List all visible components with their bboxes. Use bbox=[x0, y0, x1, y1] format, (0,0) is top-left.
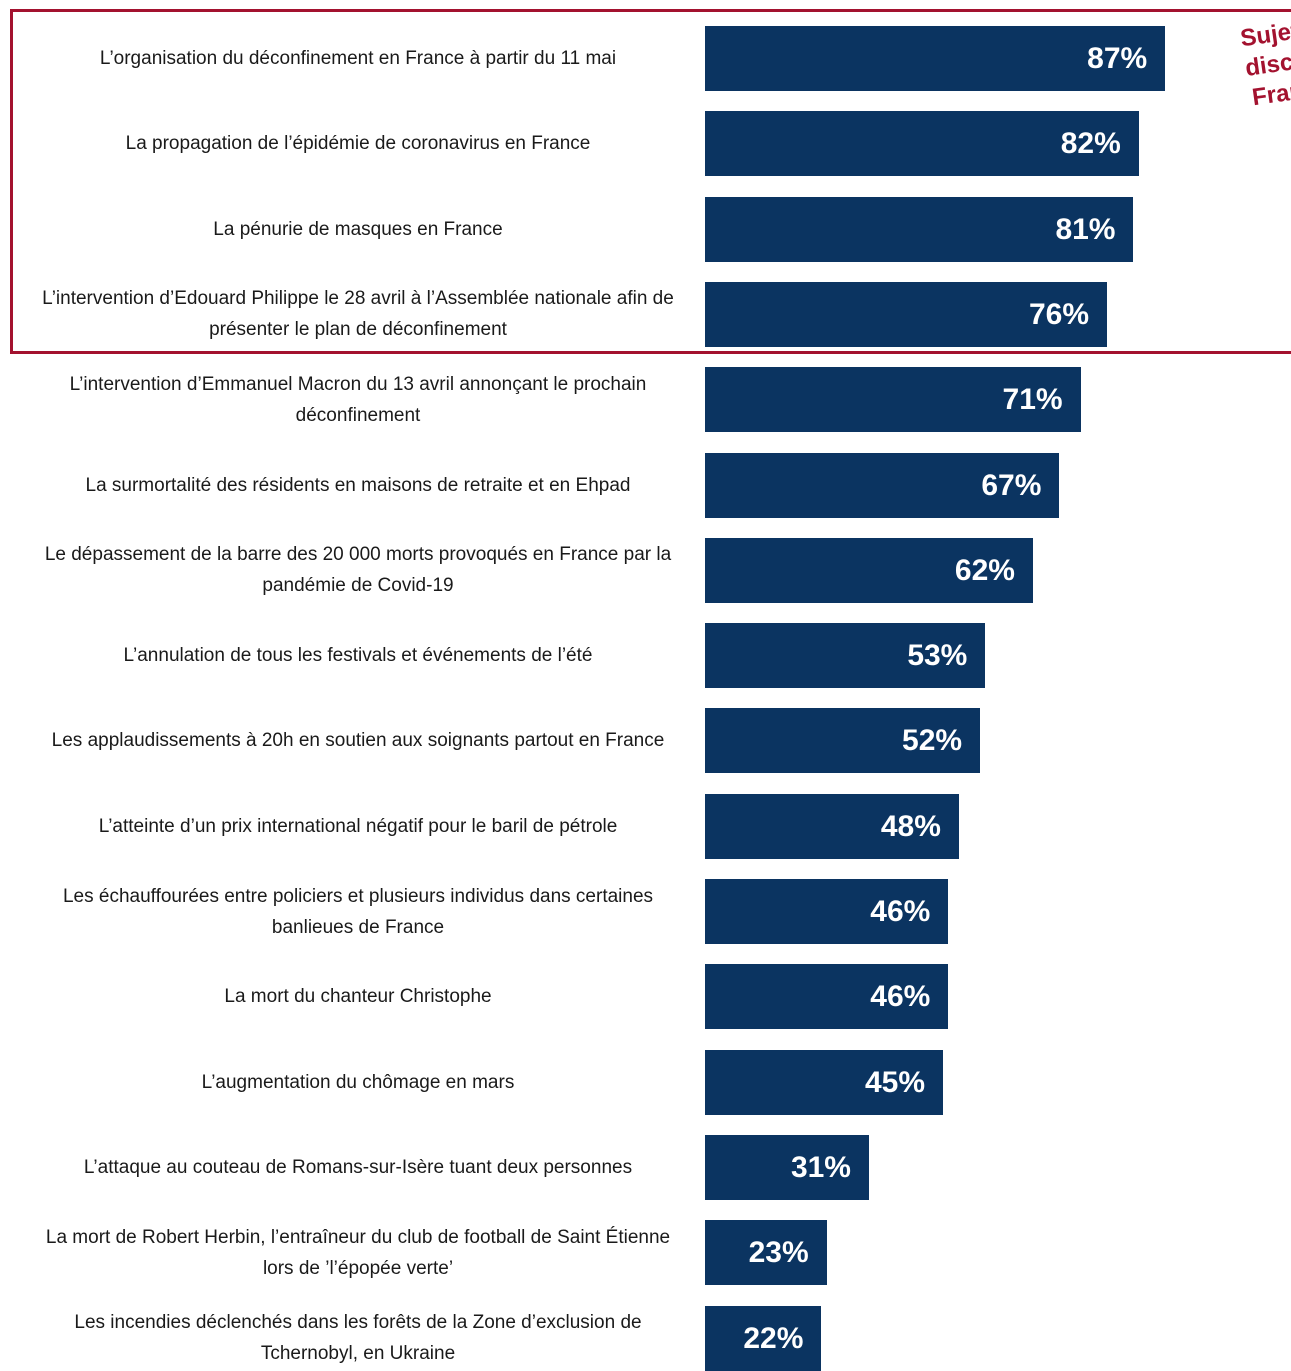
highlight-annotation: Sujets discut Franç bbox=[1238, 15, 1291, 112]
category-label: L’intervention d’Emmanuel Macron du 13 a… bbox=[69, 373, 647, 426]
category-label: L’annulation de tous les festivals et év… bbox=[123, 645, 593, 667]
category-label: La propagation de l’épidémie de coronavi… bbox=[125, 133, 591, 155]
bar bbox=[705, 452, 1060, 518]
category-label: L’atteinte d’un prix international négat… bbox=[98, 815, 618, 837]
bar-value-label: 82% bbox=[1060, 127, 1121, 161]
bar-value-label: 23% bbox=[748, 1236, 809, 1270]
category-label: L’organisation du déconfinement en Franc… bbox=[99, 48, 617, 69]
category-label: L’augmentation du chômage en mars bbox=[201, 1071, 515, 1093]
category-label: La mort du chanteur Christophe bbox=[224, 986, 492, 1008]
category-label: Les échauffourées entre policiers et plu… bbox=[62, 885, 654, 938]
bar bbox=[705, 26, 1166, 91]
category-label: La surmortalité des résidents en maisons… bbox=[85, 474, 631, 496]
bar bbox=[705, 623, 986, 689]
category-label: L’intervention d’Edouard Philippe le 28 … bbox=[42, 288, 674, 341]
bar bbox=[705, 537, 1033, 603]
category-label: L’attaque au couteau de Romans-sur-Isère… bbox=[83, 1156, 633, 1178]
bar-value-label: 62% bbox=[954, 553, 1015, 587]
bar-value-label: 45% bbox=[865, 1065, 926, 1099]
bar bbox=[705, 111, 1139, 177]
bar bbox=[705, 1134, 869, 1200]
bar-value-label: 87% bbox=[1087, 42, 1148, 75]
bar-value-label: 52% bbox=[902, 724, 963, 758]
bar-value-label: 81% bbox=[1055, 212, 1116, 246]
bar-value-label: 31% bbox=[790, 1150, 851, 1184]
category-label: La pénurie de masques en France bbox=[213, 218, 503, 240]
bar-value-label: 46% bbox=[870, 895, 931, 928]
bar-value-label: 48% bbox=[880, 809, 941, 843]
bar-value-label: 22% bbox=[743, 1321, 804, 1355]
bar bbox=[705, 1220, 827, 1286]
bar bbox=[705, 1049, 944, 1115]
bar bbox=[705, 879, 949, 944]
bar bbox=[705, 196, 1134, 262]
category-label: La mort de Robert Herbin, l’entraîneur d… bbox=[45, 1226, 671, 1279]
bar-value-label: 53% bbox=[907, 639, 968, 673]
category-label: Le dépassement de la barre des 20 000 mo… bbox=[44, 544, 672, 597]
bar bbox=[705, 367, 1081, 433]
bar bbox=[705, 793, 959, 859]
bar-value-label: 46% bbox=[870, 980, 931, 1014]
bar bbox=[705, 281, 1108, 347]
bar bbox=[705, 1305, 822, 1371]
bar bbox=[705, 964, 949, 1030]
bar-value-label: 76% bbox=[1028, 297, 1090, 331]
category-label: Les incendies déclenchés dans les forêts… bbox=[74, 1312, 642, 1364]
bar-value-label: 67% bbox=[981, 468, 1042, 502]
category-label: Les applaudissements à 20h en soutien au… bbox=[51, 730, 665, 752]
bar-value-label: 71% bbox=[1002, 383, 1063, 417]
bar bbox=[705, 708, 981, 774]
